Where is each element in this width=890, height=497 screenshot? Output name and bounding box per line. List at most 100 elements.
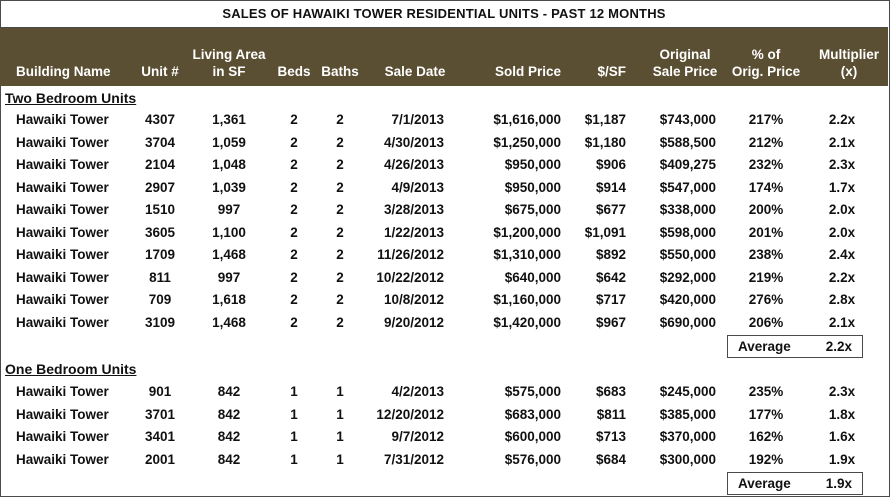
price-per-sf-cell: $713 (595, 429, 626, 444)
unit-cell: 4307 (144, 112, 176, 127)
unit-cell: 1709 (144, 247, 176, 262)
original-sale-price-cell: $550,000 (659, 247, 716, 262)
sold-price-cell: $950,000 (504, 157, 561, 172)
beds-cell: 2 (290, 179, 298, 195)
pct-orig-price-cell: 217% (748, 112, 784, 127)
sale-date-cell: 12/20/2012 (376, 406, 444, 422)
building-name-cell: Hawaiki Tower (16, 292, 109, 307)
multiplier-cell: 2.1x (828, 134, 856, 150)
multiplier-cell: 1.9x (828, 451, 856, 467)
building-name-cell: Hawaiki Tower (16, 451, 109, 467)
baths-cell: 1 (336, 429, 344, 444)
baths-cell: 2 (336, 134, 344, 150)
sale-date-cell: 9/20/2012 (383, 314, 444, 330)
living-area-cell: 997 (217, 202, 241, 217)
table-row: Hawaiki Tower 2104 1,048 2 2 4/26/2013 $950,00… (0, 154, 888, 176)
baths-cell: 2 (336, 292, 344, 307)
beds-cell: 1 (290, 406, 298, 422)
pct-orig-price-cell: 206% (748, 314, 784, 330)
living-area-cell: 842 (217, 384, 241, 399)
original-sale-price-cell: $370,000 (659, 429, 716, 444)
beds-cell: 2 (290, 292, 298, 307)
table-row: Hawaiki Tower 3701 842 1 1 12/20/2012 $683,000… (0, 404, 888, 426)
original-sale-price-cell: $385,000 (659, 406, 716, 422)
table-title: SALES OF HAWAIKI TOWER RESIDENTIAL UNITS… (0, 0, 888, 28)
original-sale-price-cell: $598,000 (659, 224, 716, 240)
building-name-cell: Hawaiki Tower (16, 384, 109, 399)
pct-orig-price-cell: 200% (748, 202, 784, 217)
beds-cell: 2 (290, 202, 298, 217)
building-name-cell: Hawaiki Tower (16, 157, 109, 172)
header-living-area: Living Area in SF (192, 47, 266, 79)
unit-cell: 709 (148, 292, 172, 307)
price-per-sf-cell: $642 (595, 269, 626, 285)
unit-cell: 2907 (144, 179, 176, 195)
original-sale-price-cell: $690,000 (659, 314, 716, 330)
price-per-sf-cell: $1,187 (584, 112, 626, 127)
beds-cell: 2 (290, 157, 298, 172)
table-row: Hawaiki Tower 2907 1,039 2 2 4/9/2013 $950,000… (0, 177, 888, 199)
sold-price-cell: $1,200,000 (493, 224, 561, 240)
baths-cell: 2 (336, 224, 344, 240)
sale-date-cell: 11/26/2012 (377, 247, 444, 262)
building-name-cell: Hawaiki Tower (16, 247, 109, 262)
baths-cell: 2 (336, 314, 344, 330)
two-bedroom-average-box: Average 2.2x (727, 335, 863, 358)
sold-price-cell: $640,000 (504, 269, 561, 285)
beds-cell: 2 (290, 112, 298, 127)
unit-cell: 2001 (144, 451, 176, 467)
table-header: Building Name Unit # Living Area in SF B… (0, 28, 888, 86)
price-per-sf-cell: $684 (595, 451, 626, 467)
living-area-cell: 842 (217, 451, 241, 467)
header-building-name: Building Name (16, 64, 111, 79)
sold-price-cell: $675,000 (504, 202, 561, 217)
living-area-cell: 842 (217, 406, 241, 422)
unit-cell: 901 (148, 384, 172, 399)
price-per-sf-cell: $717 (595, 292, 626, 307)
pct-orig-price-cell: 174% (748, 179, 784, 195)
section-one-bedroom: One Bedroom Units (5, 361, 137, 377)
pct-orig-price-cell: 232% (748, 157, 784, 172)
price-per-sf-cell: $1,180 (584, 134, 626, 150)
price-per-sf-cell: $892 (595, 247, 626, 262)
sold-price-cell: $1,616,000 (493, 112, 561, 127)
price-per-sf-cell: $1,091 (584, 224, 626, 240)
original-sale-price-cell: $300,000 (659, 451, 716, 467)
pct-orig-price-cell: 212% (748, 134, 784, 150)
header-baths: Baths (321, 64, 359, 79)
header-sold-price: Sold Price (494, 64, 561, 79)
pct-orig-price-cell: 201% (748, 224, 784, 240)
building-name-cell: Hawaiki Tower (16, 179, 109, 195)
original-sale-price-cell: $409,275 (659, 157, 716, 172)
original-sale-price-cell: $292,000 (659, 269, 716, 285)
table-row: Hawaiki Tower 811 997 2 2 10/22/2012 $640,000 $… (0, 267, 888, 289)
average-label: Average (738, 476, 791, 491)
unit-cell: 3109 (144, 314, 176, 330)
sold-price-cell: $600,000 (504, 429, 561, 444)
price-per-sf-cell: $811 (596, 406, 626, 422)
building-name-cell: Hawaiki Tower (16, 314, 109, 330)
price-per-sf-cell: $967 (595, 314, 626, 330)
baths-cell: 2 (336, 269, 344, 285)
original-sale-price-cell: $420,000 (659, 292, 716, 307)
sale-date-cell: 7/31/2012 (383, 451, 444, 467)
baths-cell: 1 (336, 451, 344, 467)
building-name-cell: Hawaiki Tower (16, 112, 109, 127)
building-name-cell: Hawaiki Tower (16, 269, 109, 285)
one-bedroom-average-box: Average 1.9x (727, 472, 863, 495)
sold-price-cell: $1,250,000 (493, 134, 561, 150)
multiplier-cell: 2.2x (828, 269, 856, 285)
multiplier-cell: 2.3x (828, 157, 856, 172)
original-sale-price-cell: $588,500 (659, 134, 716, 150)
original-sale-price-cell: $338,000 (659, 202, 716, 217)
table-row: Hawaiki Tower 2001 842 1 1 7/31/2012 $576,000 $… (0, 449, 888, 471)
sold-price-cell: $1,310,000 (493, 247, 561, 262)
beds-cell: 1 (290, 451, 298, 467)
living-area-cell: 1,039 (212, 179, 246, 195)
multiplier-cell: 1.7x (828, 179, 856, 195)
unit-cell: 3605 (144, 224, 176, 240)
original-sale-price-cell: $743,000 (659, 112, 716, 127)
sold-price-cell: $576,000 (504, 451, 561, 467)
sold-price-cell: $1,420,000 (493, 314, 561, 330)
original-sale-price-cell: $547,000 (659, 179, 716, 195)
